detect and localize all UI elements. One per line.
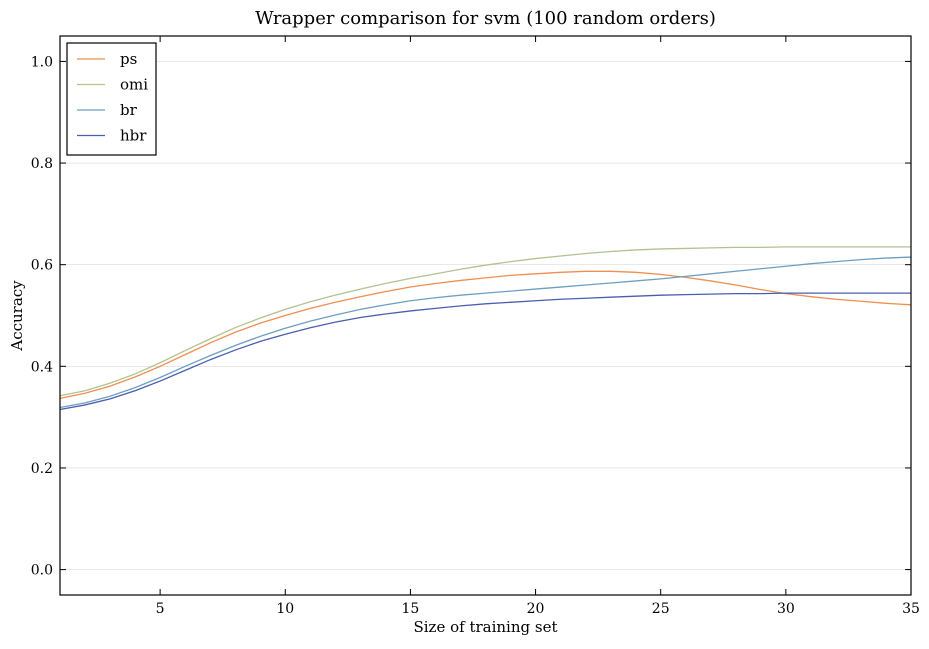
series-line-omi xyxy=(59,246,911,397)
x-tick-label: 20 xyxy=(527,601,545,617)
series-line-hbr xyxy=(59,292,911,411)
y-tick-label: 0.2 xyxy=(31,461,53,477)
chart-title: Wrapper comparison for svm (100 random o… xyxy=(255,8,716,29)
x-tick-label: 15 xyxy=(401,601,419,617)
y-tick-label: 1.0 xyxy=(31,54,53,70)
legend: ps omi br hbr xyxy=(66,42,157,156)
x-axis-label: Size of training set xyxy=(413,618,557,636)
series-line-br xyxy=(59,256,912,409)
series-lines xyxy=(59,246,912,411)
y-tick-label: 0.8 xyxy=(31,156,53,172)
x-tick-label: 30 xyxy=(777,601,795,617)
legend-label-ps: ps xyxy=(120,50,137,68)
series-line-ps xyxy=(59,270,912,399)
grid-lines xyxy=(60,61,911,570)
y-axis-label: Accuracy xyxy=(8,280,26,352)
x-tick-label: 25 xyxy=(652,601,670,617)
legend-box xyxy=(66,42,157,156)
plot-frame xyxy=(59,35,912,596)
x-tick-label: 5 xyxy=(156,601,165,617)
y-tick-label: 0.0 xyxy=(31,563,53,579)
legend-label-omi: omi xyxy=(120,76,148,94)
y-tick-label: 0.4 xyxy=(31,359,53,375)
legend-label-br: br xyxy=(120,101,138,119)
x-tick-label: 10 xyxy=(276,601,294,617)
axis-ticks: 5 10 15 20 25 30 35 0.0 0.2 0.4 0.6 0.8 1.0 xyxy=(31,36,920,617)
legend-label-hbr: hbr xyxy=(120,127,147,145)
x-tick-label: 35 xyxy=(902,601,920,617)
y-tick-label: 0.6 xyxy=(31,258,53,274)
